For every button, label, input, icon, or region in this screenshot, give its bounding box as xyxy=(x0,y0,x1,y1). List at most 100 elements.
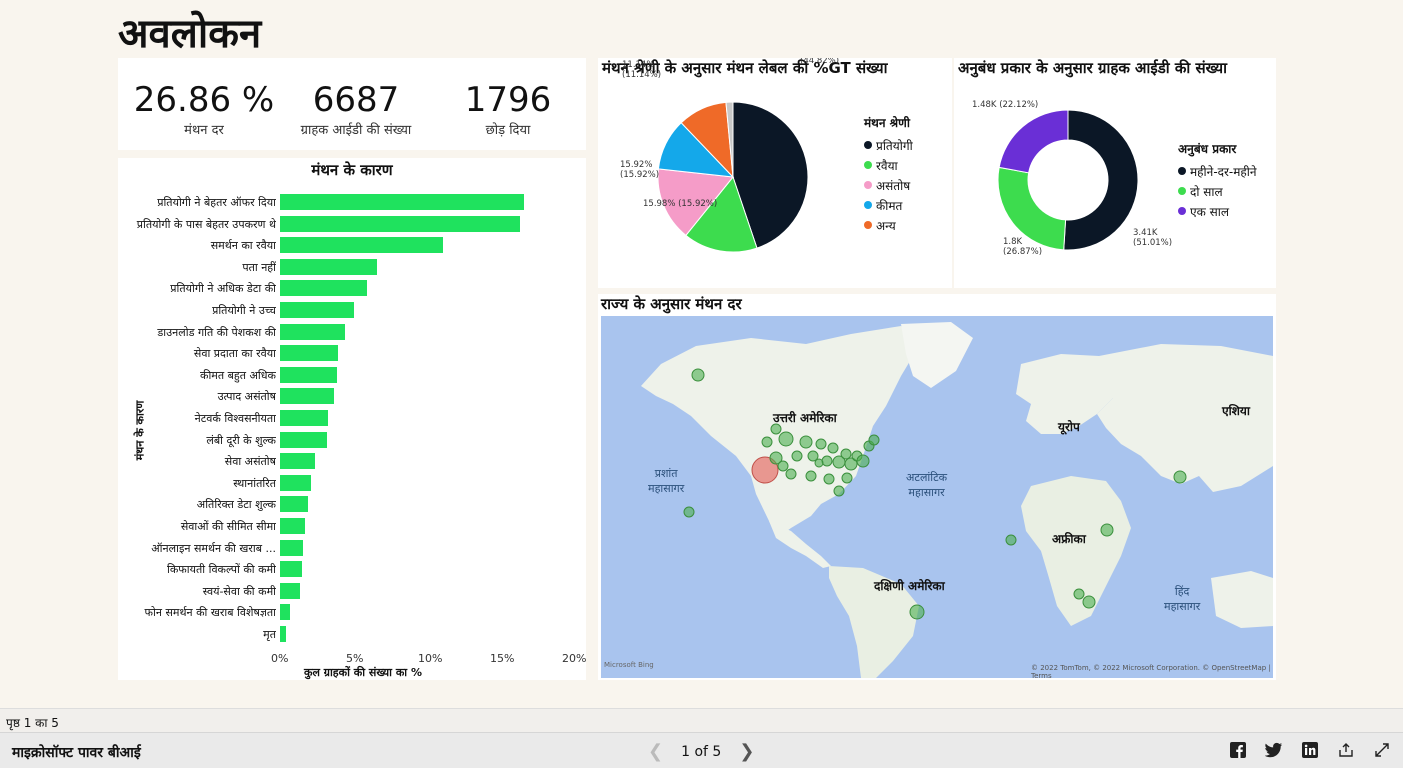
legend-dot xyxy=(864,181,872,189)
legend-item[interactable]: प्रतियोगी xyxy=(864,135,913,155)
pie-legend: मंथन श्रेणी प्रतियोगी रवैया असंतोष कीमत अन्य xyxy=(864,114,913,235)
legend-label: दो साल xyxy=(1190,184,1223,199)
page-count: 1 of 5 xyxy=(681,743,722,760)
linkedin-icon[interactable] xyxy=(1301,742,1319,760)
map-label-north-america: उत्तरी अमेरिका xyxy=(773,411,837,425)
continent-asia xyxy=(1097,344,1273,492)
legend-item[interactable]: दो साल xyxy=(1178,181,1257,201)
legend-label: असंतोष xyxy=(876,178,911,193)
bottom-bar: माइक्रोसॉफ्ट पावर बीआई ❮ 1 of 5 ❯ xyxy=(0,732,1403,768)
twitter-icon[interactable] xyxy=(1264,742,1283,760)
churn-category-pie-chart[interactable]: मंथन श्रेणी के अनुसार मंथन लेबल की %GT स… xyxy=(598,58,952,288)
bar[interactable] xyxy=(280,215,521,232)
bar[interactable] xyxy=(280,518,305,534)
bar-category-label: मृत xyxy=(263,628,276,641)
reasons-bar-chart[interactable]: मंथन के कारण मंथन के कारण प्रतियोगी ने ब… xyxy=(118,158,586,680)
share-icons xyxy=(1229,742,1391,760)
bar-category-label: कीमत बहुत अधिक xyxy=(200,368,276,382)
previous-page-icon[interactable]: ❮ xyxy=(648,741,664,762)
world-map[interactable] xyxy=(601,316,1273,678)
fullscreen-icon[interactable] xyxy=(1373,742,1391,760)
legend-item[interactable]: महीने-दर-महीने xyxy=(1178,161,1257,181)
churn-by-state-map[interactable]: राज्य के अनुसार मंथन दर xyxy=(598,294,1276,680)
landmass-greenland xyxy=(901,322,973,388)
bar[interactable] xyxy=(280,410,328,426)
continent-europe xyxy=(1016,354,1121,434)
legend-dot xyxy=(864,161,872,169)
map-attribution[interactable]: © 2022 TomTom, © 2022 Microsoft Corporat… xyxy=(1031,664,1271,680)
chart-title: अनुबंध प्रकार के अनुसार ग्राहक आईडी की स… xyxy=(958,59,1228,77)
kpi-label: ग्राहक आईडी की संख्या xyxy=(300,123,412,138)
map-label-africa: अफ्रीका xyxy=(1052,532,1086,546)
share-icon[interactable] xyxy=(1337,742,1355,760)
legend-label: अन्य xyxy=(876,218,896,233)
bar[interactable] xyxy=(280,280,368,297)
pie-slice[interactable] xyxy=(732,101,809,249)
bar-category-label: उत्पाद असंतोष xyxy=(217,390,276,404)
legend-item[interactable]: कीमत xyxy=(864,195,913,215)
map-label-europe: यूरोप xyxy=(1058,420,1080,434)
bar-category-label: सेवा प्रदाता का रवैया xyxy=(193,347,276,361)
pie-slice[interactable] xyxy=(685,175,758,253)
legend-item[interactable]: एक साल xyxy=(1178,201,1257,221)
continent-australia xyxy=(1211,571,1273,628)
bar-category-label: प्रतियोगी ने अधिक डेटा की xyxy=(170,282,276,296)
x-tick-label: 20% xyxy=(562,652,587,665)
page-title: अवलोकन xyxy=(118,11,262,57)
bar[interactable] xyxy=(280,626,286,642)
state-dots[interactable] xyxy=(683,368,1187,620)
next-page-icon[interactable]: ❯ xyxy=(739,741,755,762)
report-canvas: अवलोकन 26.86 % मंथन दर 6687 ग्राहक आईडी … xyxy=(118,11,1276,680)
legend-item[interactable]: रवैया xyxy=(864,155,913,175)
bar-category-label: सेवा असंतोष xyxy=(224,455,276,469)
kpi-value: 1796 xyxy=(464,80,552,120)
map-label-asia: एशिया xyxy=(1222,404,1250,418)
bar[interactable] xyxy=(280,582,301,599)
bar[interactable] xyxy=(280,453,315,470)
legend-dot xyxy=(1178,167,1186,175)
bar-category-label: डाउनलोड गति की पेशकश की xyxy=(157,325,276,339)
slice-data-label: 44.82%(44.82%) xyxy=(800,58,839,66)
kpi-label: मंथन दर xyxy=(184,123,224,138)
pie-svg: 44.82%(44.82%) 15.98% (15.92%) 15.92%(15.9… xyxy=(620,58,839,253)
bar-category-label: अतिरिक्त डेटा शुल्क xyxy=(196,498,276,512)
legend-label: प्रतियोगी xyxy=(876,138,913,153)
legend-dot xyxy=(864,141,872,149)
bar[interactable] xyxy=(280,345,339,362)
bar[interactable] xyxy=(280,366,337,383)
pie-slice[interactable] xyxy=(998,109,1069,174)
chart-title: मंथन के कारण xyxy=(311,161,393,179)
bar[interactable] xyxy=(280,258,378,275)
contract-type-donut-chart[interactable]: अनुबंध प्रकार के अनुसार ग्राहक आईडी की स… xyxy=(954,58,1276,288)
pie-slice[interactable] xyxy=(725,101,734,178)
x-axis-title: कुल ग्राहकों की संख्या का % xyxy=(304,666,422,679)
legend-title: अनुबंध प्रकार xyxy=(1178,142,1237,156)
legend-label: रवैया xyxy=(876,158,898,173)
bar[interactable] xyxy=(280,539,304,556)
bar[interactable] xyxy=(280,194,525,210)
bar[interactable] xyxy=(280,496,308,513)
kpi-churned: 1796 छोड़ दिया xyxy=(428,76,588,138)
bar[interactable] xyxy=(280,474,311,491)
x-tick-label: 15% xyxy=(490,652,515,665)
slice-data-label: 15.92% (15.92%) xyxy=(620,160,659,180)
bar[interactable] xyxy=(280,323,346,340)
facebook-icon[interactable] xyxy=(1229,742,1247,760)
chart-title: मंथन श्रेणी के अनुसार मंथन लेबल की %GT स… xyxy=(602,59,888,77)
pie-slice[interactable] xyxy=(657,168,734,237)
bar[interactable] xyxy=(280,561,302,578)
kpi-value: 6687 xyxy=(312,80,400,120)
pie-slice[interactable] xyxy=(1063,109,1139,251)
bar-category-label: ऑनलाइन समर्थन की खराब ... xyxy=(151,541,276,555)
bar[interactable] xyxy=(280,388,334,405)
legend-label: कीमत xyxy=(876,198,903,213)
bar[interactable] xyxy=(280,237,443,254)
bar[interactable] xyxy=(280,431,327,448)
map-bing-logo: Microsoft Bing xyxy=(604,661,654,669)
legend-item[interactable]: अन्य xyxy=(864,215,913,235)
bar[interactable] xyxy=(280,604,291,621)
bar[interactable] xyxy=(280,302,355,318)
legend-item[interactable]: असंतोष xyxy=(864,175,913,195)
slice-data-label: 1.48K (22.12%) xyxy=(972,100,1038,110)
kpi-value: 26.86 % xyxy=(133,80,275,120)
